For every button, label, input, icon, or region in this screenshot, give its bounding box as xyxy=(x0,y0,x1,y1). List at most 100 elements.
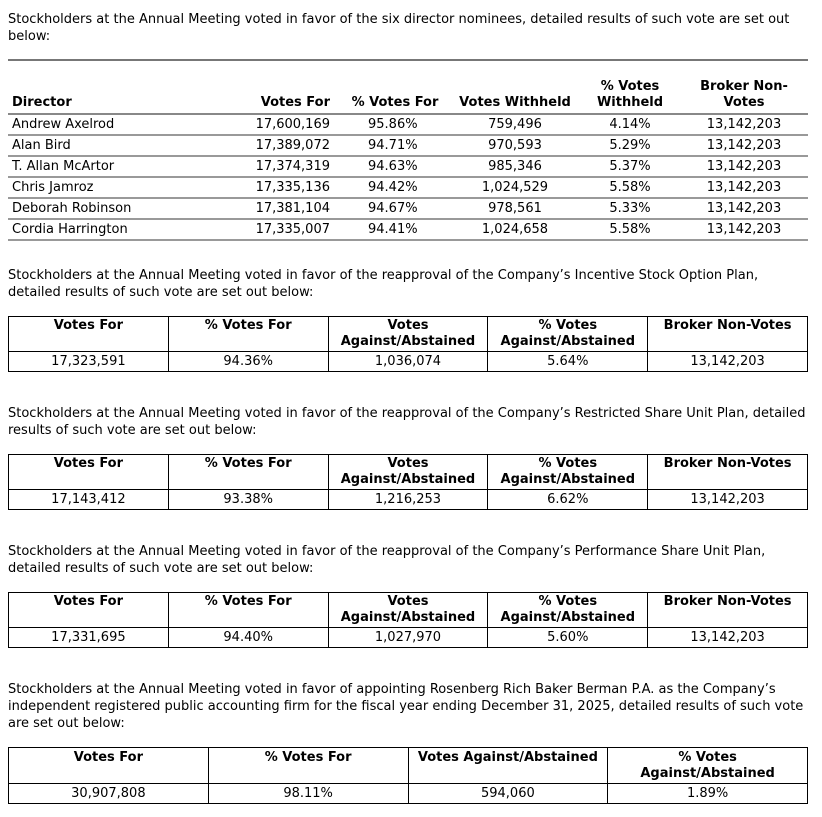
table-cell: 1,027,970 xyxy=(327,627,489,648)
table-cell: 17,143,412 xyxy=(8,489,169,510)
table-cell: 1,024,658 xyxy=(450,219,580,241)
table-cell: 5.29% xyxy=(580,135,680,157)
table-cell: 4.14% xyxy=(580,114,680,136)
table-cell: 13,142,203 xyxy=(647,351,808,372)
table-cell: 94.42% xyxy=(340,177,450,199)
table-cell: 17,335,007 xyxy=(213,219,340,241)
header-row: Votes For% Votes For Votes Against/Abstai… xyxy=(8,592,808,628)
table-cell: Alan Bird xyxy=(8,135,213,157)
col-header: Votes For xyxy=(8,454,169,490)
table-cell: 13,142,203 xyxy=(680,198,808,220)
auditor-table: Votes For% Votes For Votes Against/Abstai… xyxy=(8,747,808,804)
col-header: Director xyxy=(8,60,213,115)
table-cell: 5.64% xyxy=(487,351,649,372)
table-cell: 17,389,072 xyxy=(213,135,340,157)
table-cell: 594,060 xyxy=(407,783,609,804)
col-header: % Votes For xyxy=(340,60,450,115)
table-row: 17,143,412 93.38% 1,216,253 6.62% 13,142,203 xyxy=(8,489,808,510)
col-header: % Votes For xyxy=(207,747,409,784)
header-row: Director Votes For % Votes For Votes Wit… xyxy=(8,60,808,115)
col-header: % Votes Against/Abstained xyxy=(487,316,649,352)
table-cell: 13,142,203 xyxy=(680,219,808,241)
table-cell: Cordia Harrington xyxy=(8,219,213,241)
directors-table: Director Votes For % Votes For Votes Wit… xyxy=(8,59,808,241)
table-cell: 970,593 xyxy=(450,135,580,157)
col-header: % Votes For xyxy=(167,316,329,352)
header-row: Votes For% Votes For Votes Against/Abstai… xyxy=(8,454,808,490)
table-cell: 94.36% xyxy=(167,351,329,372)
col-header: Votes For xyxy=(213,60,340,115)
col-header: Votes Withheld xyxy=(450,60,580,115)
col-header: % Votes Withheld xyxy=(580,60,680,115)
table-row: 17,323,591 94.36% 1,036,074 5.64% 13,142,203 xyxy=(8,351,808,372)
table-cell: 17,374,319 xyxy=(213,156,340,178)
col-header: Votes Against/Abstained xyxy=(407,747,609,784)
table-cell: 13,142,203 xyxy=(680,177,808,199)
table-row: Andrew Axelrod 17,600,169 95.86% 759,496 4.1… xyxy=(8,114,808,136)
table-row: Deborah Robinson 17,381,104 94.67% 978,561 5… xyxy=(8,198,808,220)
table-row: 17,331,695 94.40% 1,027,970 5.60% 13,142,203 xyxy=(8,627,808,648)
table-row: T. Allan McArtor 17,374,319 94.63% 985,346 5… xyxy=(8,156,808,178)
col-header: % Votes Against/Abstained xyxy=(487,454,649,490)
table-cell: 5.37% xyxy=(580,156,680,178)
table-cell: 1,036,074 xyxy=(327,351,489,372)
table-cell: 13,142,203 xyxy=(680,114,808,136)
table-cell: 94.71% xyxy=(340,135,450,157)
col-header: % Votes Against/Abstained xyxy=(487,592,649,628)
table-cell: 1,216,253 xyxy=(327,489,489,510)
table-row: Chris Jamroz 17,335,136 94.42% 1,024,529 5.5… xyxy=(8,177,808,199)
header-row: Votes For% Votes For Votes Against/Abstai… xyxy=(8,316,808,352)
table-row: 30,907,808 98.11% 594,060 1.89% xyxy=(8,783,808,804)
col-header: Votes For xyxy=(8,747,209,784)
table-cell: 13,142,203 xyxy=(647,489,808,510)
col-header: Votes For xyxy=(8,316,169,352)
iso-intro: Stockholders at the Annual Meeting voted… xyxy=(8,268,759,300)
col-header: Votes Against/Abstained xyxy=(327,592,489,628)
table-cell: 94.63% xyxy=(340,156,450,178)
col-header: Broker Non-Votes xyxy=(680,60,808,115)
psu-table: Votes For% Votes For Votes Against/Abstai… xyxy=(8,592,808,648)
table-cell: 13,142,203 xyxy=(647,627,808,648)
col-header: % Votes For xyxy=(167,592,329,628)
table-row: Cordia Harrington 17,335,007 94.41% 1,024,6… xyxy=(8,219,808,241)
col-header: % Votes Against/Abstained xyxy=(607,747,808,784)
table-cell: 30,907,808 xyxy=(8,783,209,804)
table-cell: 94.67% xyxy=(340,198,450,220)
col-header: Votes Against/Abstained xyxy=(327,454,489,490)
table-cell: 5.60% xyxy=(487,627,649,648)
table-cell: 98.11% xyxy=(207,783,409,804)
iso-table: Votes For% Votes For Votes Against/Abstai… xyxy=(8,316,808,372)
table-cell: 13,142,203 xyxy=(680,135,808,157)
table-cell: 5.58% xyxy=(580,177,680,199)
rsu-intro: Stockholders at the Annual Meeting voted… xyxy=(8,406,806,438)
table-cell: 95.86% xyxy=(340,114,450,136)
directors-intro: Stockholders at the Annual Meeting voted… xyxy=(8,12,790,44)
table-cell: 93.38% xyxy=(167,489,329,510)
table-cell: 1.89% xyxy=(607,783,808,804)
table-cell: T. Allan McArtor xyxy=(8,156,213,178)
table-cell: 17,600,169 xyxy=(213,114,340,136)
table-cell: 5.58% xyxy=(580,219,680,241)
rsu-table: Votes For% Votes For Votes Against/Abstai… xyxy=(8,454,808,510)
table-cell: 5.33% xyxy=(580,198,680,220)
table-cell: 17,335,136 xyxy=(213,177,340,199)
table-cell: 978,561 xyxy=(450,198,580,220)
header-row: Votes For% Votes For Votes Against/Abstai… xyxy=(8,747,808,784)
table-cell: 985,346 xyxy=(450,156,580,178)
table-cell: 17,381,104 xyxy=(213,198,340,220)
table-cell: Chris Jamroz xyxy=(8,177,213,199)
table-cell: 759,496 xyxy=(450,114,580,136)
table-cell: 6.62% xyxy=(487,489,649,510)
table-cell: 94.40% xyxy=(167,627,329,648)
table-cell: 17,331,695 xyxy=(8,627,169,648)
psu-intro: Stockholders at the Annual Meeting voted… xyxy=(8,544,766,576)
table-cell: Deborah Robinson xyxy=(8,198,213,220)
col-header: Broker Non-Votes xyxy=(647,592,808,628)
auditor-intro: Stockholders at the Annual Meeting voted… xyxy=(8,682,804,731)
table-cell: 94.41% xyxy=(340,219,450,241)
table-cell: 17,323,591 xyxy=(8,351,169,372)
table-cell: 1,024,529 xyxy=(450,177,580,199)
table-row: Alan Bird 17,389,072 94.71% 970,593 5.29% 13,… xyxy=(8,135,808,157)
table-cell: 13,142,203 xyxy=(680,156,808,178)
